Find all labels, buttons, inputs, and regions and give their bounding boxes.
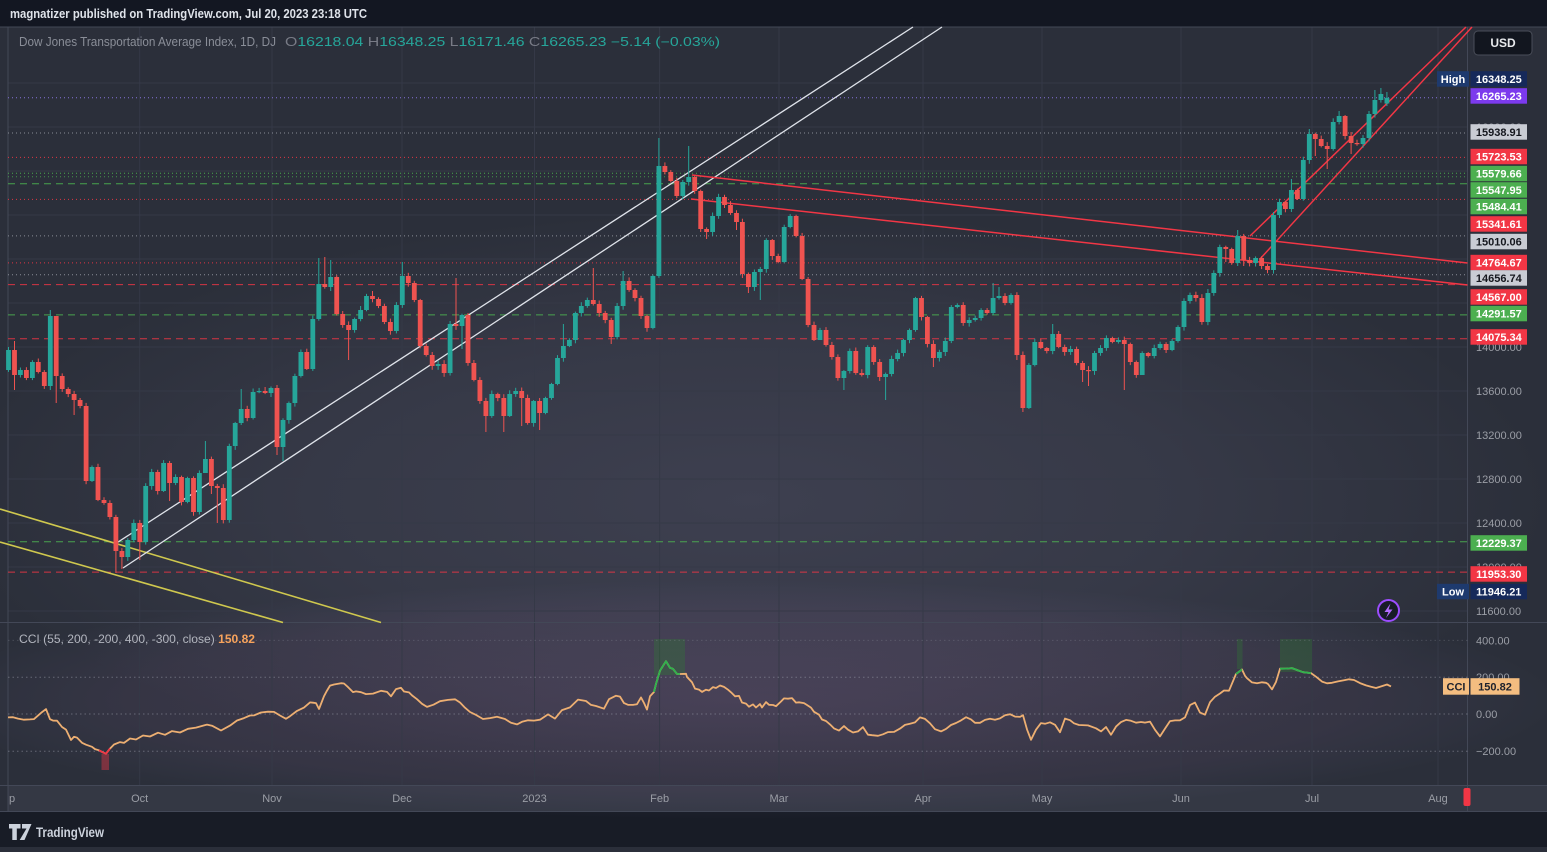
svg-text:15341.61: 15341.61 [1476,219,1522,231]
svg-text:11946.21: 11946.21 [1476,586,1521,598]
svg-text:Dec: Dec [392,793,412,805]
svg-text:p: p [9,793,15,805]
svg-text:14567.00: 14567.00 [1476,292,1522,304]
svg-text:14000.00: 14000.00 [1476,342,1522,354]
svg-text:400.00: 400.00 [1476,635,1510,647]
svg-text:Mar: Mar [770,793,789,805]
svg-text:15938.91: 15938.91 [1476,127,1522,139]
svg-text:15547.95: 15547.95 [1476,185,1522,197]
svg-text:May: May [1032,793,1053,805]
svg-text:13600.00: 13600.00 [1476,386,1522,398]
svg-text:12400.00: 12400.00 [1476,518,1522,530]
svg-text:16348.25: 16348.25 [1476,74,1522,86]
svg-text:CCI (55, 200, -200, 400, -300,: CCI (55, 200, -200, 400, -300, close) 15… [19,632,255,646]
svg-text:Oct: Oct [131,793,148,805]
svg-text:15723.53: 15723.53 [1476,151,1522,163]
svg-text:16265.23: 16265.23 [1476,91,1522,103]
svg-text:2023: 2023 [522,793,546,805]
svg-text:Dow Jones Transportation Avera: Dow Jones Transportation Average Index, … [19,35,276,49]
svg-text:−200.00: −200.00 [1476,746,1516,758]
svg-text:11600.00: 11600.00 [1476,606,1521,618]
svg-text:Aug: Aug [1428,793,1448,805]
svg-text:Apr: Apr [914,793,931,805]
svg-text:12800.00: 12800.00 [1476,474,1522,486]
svg-text:15484.41: 15484.41 [1476,201,1522,213]
svg-text:14764.67: 14764.67 [1476,257,1522,269]
svg-text:0.00: 0.00 [1476,709,1497,721]
svg-text:14291.57: 14291.57 [1476,308,1522,320]
svg-text:CCI: CCI [1447,681,1466,693]
svg-text:High: High [1441,74,1466,86]
svg-text:Nov: Nov [262,793,282,805]
svg-text:USD: USD [1490,36,1516,50]
svg-text:15579.66: 15579.66 [1476,168,1522,180]
svg-text:TradingView: TradingView [36,825,104,840]
svg-text:14656.74: 14656.74 [1476,273,1523,285]
svg-text:12229.37: 12229.37 [1476,538,1522,550]
svg-text:13200.00: 13200.00 [1476,430,1522,442]
svg-text:Feb: Feb [650,793,669,805]
svg-text:15010.06: 15010.06 [1476,236,1522,248]
svg-text:11953.30: 11953.30 [1476,569,1521,581]
svg-text:150.82: 150.82 [1478,681,1512,693]
svg-text:14075.34: 14075.34 [1476,332,1523,344]
svg-text:Jun: Jun [1172,793,1190,805]
svg-text:Low: Low [1442,586,1464,598]
svg-text:magnatizer published on Tradin: magnatizer published on TradingView.com,… [10,7,367,21]
svg-text:Jul: Jul [1305,793,1319,805]
